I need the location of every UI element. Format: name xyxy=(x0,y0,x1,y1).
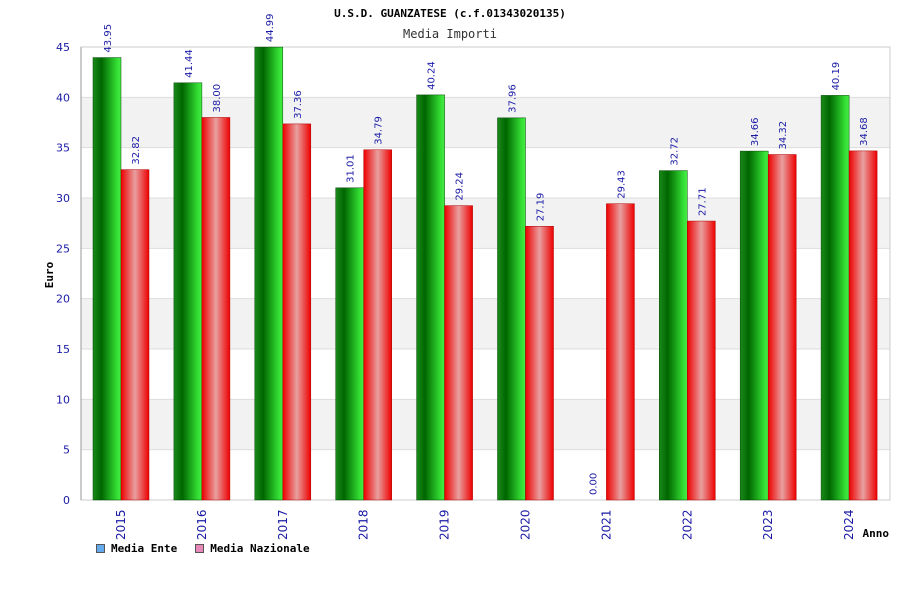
x-axis-ticks: 2015 2016 2017 2018 2019 2020 2021 2022 2023 2024 xyxy=(114,509,856,540)
x-tick-label: 2015 xyxy=(114,509,128,540)
bars xyxy=(92,46,878,501)
x-tick-label: 2017 xyxy=(276,509,290,540)
bar-nazionale-2023 xyxy=(767,154,797,501)
bar-nazionale-2017 xyxy=(282,123,312,501)
value-label: 44.99 xyxy=(265,13,276,42)
legend-label-nazionale: Media Nazionale xyxy=(210,542,310,555)
value-label: 34.68 xyxy=(859,117,870,146)
legend: Media Ente Media Nazionale xyxy=(96,542,310,555)
grid-band xyxy=(81,47,890,98)
value-label: 34.79 xyxy=(374,116,385,145)
value-label: 40.19 xyxy=(831,62,842,91)
y-tick-label: 20 xyxy=(56,293,70,306)
x-tick-label: 2018 xyxy=(357,509,371,540)
x-tick-label: 2019 xyxy=(438,509,452,540)
bar-nazionale-2019 xyxy=(444,205,473,501)
x-axis-label: Anno xyxy=(863,527,890,540)
chart-subtitle: Media Importi xyxy=(403,27,497,41)
y-tick-label: 10 xyxy=(56,393,70,406)
legend-item-nazionale: Media Nazionale xyxy=(195,542,310,555)
y-tick-label: 45 xyxy=(56,41,70,54)
y-axis-ticks: 0 5 10 15 20 25 30 35 40 45 xyxy=(56,41,70,507)
y-tick-label: 15 xyxy=(56,343,70,356)
bar-ente-2022 xyxy=(659,170,688,501)
value-label: 27.19 xyxy=(536,193,547,222)
bar-nazionale-2016 xyxy=(201,117,231,501)
bar-ente-2019 xyxy=(416,94,445,501)
value-label: 40.24 xyxy=(427,61,438,90)
value-label: 0.00 xyxy=(588,473,599,495)
x-tick-label: 2022 xyxy=(680,509,694,540)
bar-nazionale-2021 xyxy=(606,203,635,501)
x-tick-label: 2016 xyxy=(195,509,209,540)
y-axis-label: Euro xyxy=(43,261,56,288)
value-label: 37.96 xyxy=(508,84,519,113)
value-label: 32.82 xyxy=(131,136,142,165)
value-label: 29.43 xyxy=(616,170,627,199)
value-labels: 43.95 32.82 41.44 38.00 44.99 37.36 31.01 34.79… xyxy=(103,13,870,495)
legend-item-ente: Media Ente xyxy=(96,542,177,555)
value-label: 37.36 xyxy=(293,90,304,119)
bar-ente-2023 xyxy=(739,150,769,501)
value-label: 27.71 xyxy=(697,187,708,216)
value-label: 29.24 xyxy=(455,172,466,201)
y-tick-label: 35 xyxy=(56,142,70,155)
y-tick-label: 0 xyxy=(63,494,70,507)
value-label: 34.66 xyxy=(750,117,761,146)
x-tick-label: 2020 xyxy=(519,509,533,540)
value-label: 41.44 xyxy=(184,49,195,78)
bar-ente-2020 xyxy=(497,117,526,501)
legend-swatch-ente xyxy=(96,544,105,553)
y-tick-label: 25 xyxy=(56,242,70,255)
bar-nazionale-2018 xyxy=(363,149,392,501)
bar-nazionale-2022 xyxy=(687,220,716,501)
bar-ente-2017 xyxy=(254,46,284,501)
x-tick-label: 2021 xyxy=(599,509,613,540)
legend-label-ente: Media Ente xyxy=(111,542,178,555)
bar-ente-2018 xyxy=(335,187,364,501)
bar-ente-2024 xyxy=(820,95,850,501)
bar-nazionale-2015 xyxy=(120,169,150,501)
bar-nazionale-2024 xyxy=(848,150,878,501)
legend-swatch-nazionale xyxy=(195,544,205,553)
value-label: 34.32 xyxy=(778,121,789,150)
value-label: 32.72 xyxy=(669,137,680,166)
value-label: 43.95 xyxy=(103,24,114,53)
x-tick-label: 2024 xyxy=(842,509,856,540)
value-label: 38.00 xyxy=(212,84,223,113)
y-tick-label: 40 xyxy=(56,91,70,104)
y-tick-label: 5 xyxy=(63,444,70,457)
y-tick-label: 30 xyxy=(56,192,70,205)
bar-ente-2016 xyxy=(173,82,203,501)
value-label: 31.01 xyxy=(346,154,357,183)
bar-ente-2015 xyxy=(92,57,122,501)
bar-nazionale-2020 xyxy=(525,226,554,501)
chart-title: U.S.D. GUANZATESE (c.f.01343020135) xyxy=(334,7,566,20)
x-tick-label: 2023 xyxy=(761,509,775,540)
